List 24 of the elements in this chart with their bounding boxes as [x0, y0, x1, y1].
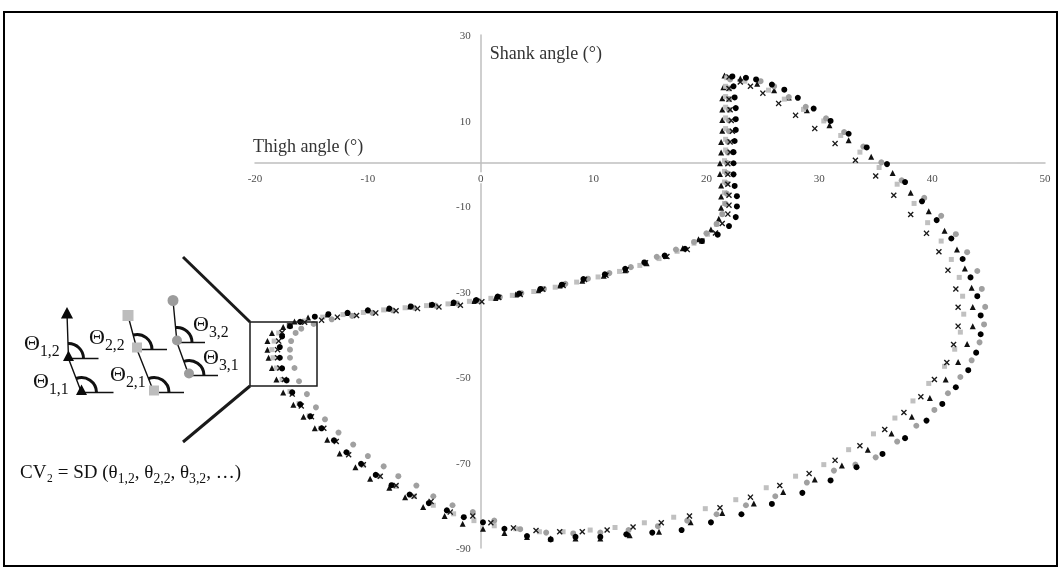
x-tick-label: 0 — [477, 171, 484, 184]
x-tick-label: 10 — [588, 171, 600, 184]
y-tick-label: 30 — [459, 29, 472, 41]
x-tick-label: 50 — [1039, 171, 1051, 184]
text: CV₂ = SD (θ$_{1,2}$, θ$_{2,2}$, θ$_{3,2}$, …) — [20, 461, 242, 486]
text: Θ$_{3,2}$ — [193, 311, 229, 340]
y-tick-label: -90 — [456, 542, 472, 554]
text: Θ$_{2,1}$ — [110, 361, 146, 390]
text: Θ$_{1,1}$ — [33, 368, 69, 397]
x-tick-label: 30 — [813, 171, 826, 184]
x-tick-label: -20 — [247, 171, 263, 184]
y-tick-label: -10 — [456, 200, 472, 212]
y-tick-label: -30 — [456, 285, 472, 298]
text: Θ$_{1,2}$ — [24, 330, 60, 359]
x-axis-title: Thigh angle (°) — [253, 136, 364, 158]
x-tick-label: 40 — [926, 171, 939, 184]
x-tick-label: -10 — [360, 171, 376, 184]
y-tick-label: -50 — [456, 371, 472, 383]
text: Θ$_{3,1}$ — [203, 344, 239, 373]
y-axis-title: Shank angle (°) — [489, 43, 602, 64]
y-tick-label: 10 — [459, 114, 472, 127]
text: Θ$_{2,2}$ — [89, 324, 125, 353]
y-tick-label: -70 — [456, 456, 472, 469]
x-tick-label: 20 — [700, 171, 713, 184]
